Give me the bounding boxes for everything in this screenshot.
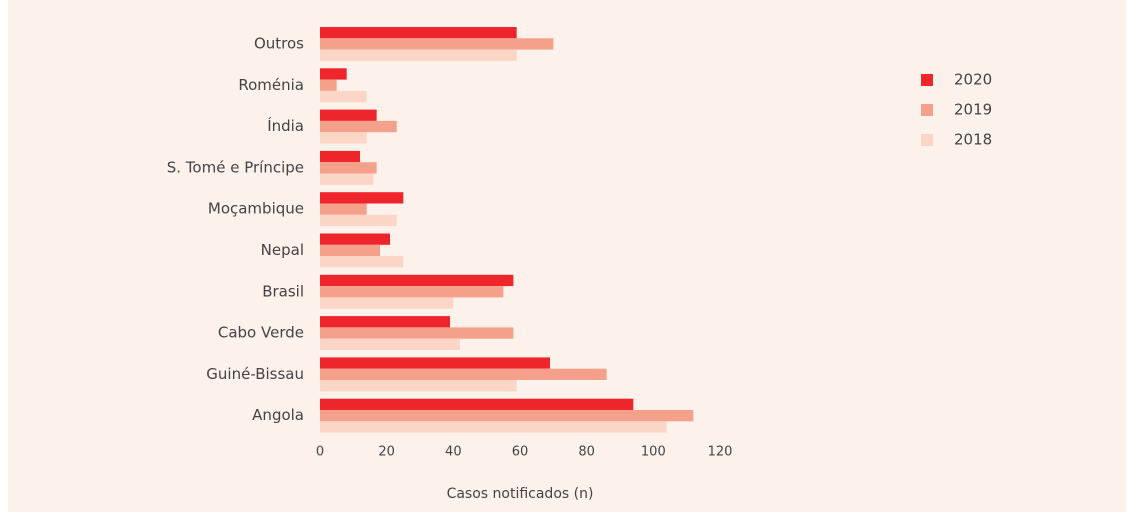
bar: [320, 109, 377, 121]
y-tick-label: Roménia: [238, 76, 304, 94]
y-tick-label: Angola: [252, 406, 304, 424]
bar: [320, 233, 390, 245]
bar: [320, 256, 404, 268]
legend-swatch: [921, 104, 933, 116]
bar: [320, 27, 517, 39]
x-tick-label: 40: [445, 445, 462, 460]
bar: [320, 338, 460, 350]
bar: [320, 274, 514, 287]
x-tick-label: 100: [641, 445, 666, 460]
x-axis-label: Casos notificados (n): [447, 486, 594, 502]
x-tick-label: 20: [378, 445, 395, 460]
bar: [320, 132, 367, 144]
bar: [320, 286, 504, 298]
bar: [320, 368, 607, 380]
legend-label: 2018: [954, 131, 992, 149]
bar: [320, 162, 377, 174]
bar: [320, 214, 397, 227]
x-tick-label: 60: [512, 445, 529, 460]
bar: [320, 203, 367, 215]
bar: [320, 120, 397, 133]
bar: [320, 380, 517, 392]
bar: [320, 68, 347, 80]
x-tick-label: 0: [316, 445, 324, 460]
bar: [320, 327, 514, 339]
y-tick-label: Brasil: [262, 282, 304, 300]
x-tick-label: 80: [578, 445, 595, 460]
bar: [320, 38, 554, 50]
legend-label: 2020: [954, 71, 992, 89]
y-tick-label: Outros: [254, 35, 304, 53]
bar: [320, 421, 667, 433]
bar: [320, 150, 360, 163]
legend-label: 2019: [954, 101, 992, 119]
bar: [320, 173, 374, 185]
x-tick-label: 120: [708, 445, 733, 460]
bar: [320, 410, 694, 422]
bar: [320, 244, 380, 257]
bar: [320, 357, 550, 369]
y-tick-label: S. Tomé e Príncipe: [167, 158, 304, 176]
y-tick-label: Nepal: [261, 241, 304, 259]
bar: [320, 316, 450, 328]
bar: [320, 90, 367, 103]
y-tick-label: Índia: [267, 116, 304, 135]
y-tick-label: Cabo Verde: [218, 324, 304, 342]
legend-swatch: [921, 74, 933, 86]
bar: [320, 79, 337, 91]
bar: [320, 49, 517, 61]
bar: [320, 398, 634, 410]
bar: [320, 297, 454, 309]
bar: [320, 192, 404, 204]
legend-swatch: [921, 134, 933, 146]
y-tick-label: Guiné-Bissau: [206, 365, 304, 383]
y-tick-label: Moçambique: [208, 200, 304, 218]
